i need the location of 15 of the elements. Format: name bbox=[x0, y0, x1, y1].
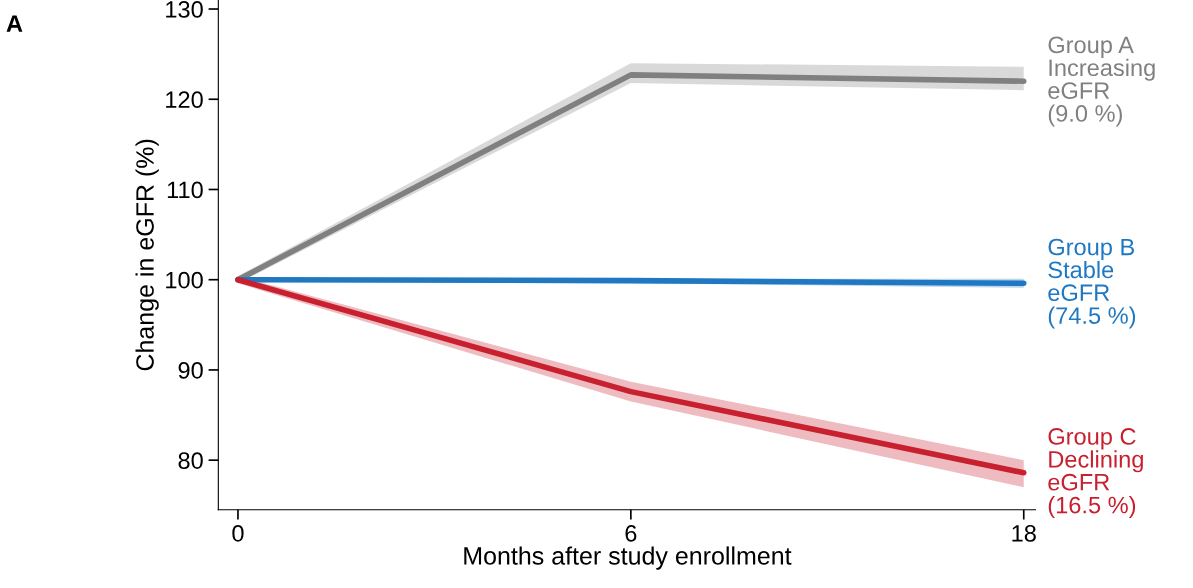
x-tick-label: 6 bbox=[625, 525, 637, 542]
y-tick-label: 90 bbox=[178, 362, 203, 379]
series-label: Group A Increasing eGFR (9.0 %) bbox=[1048, 36, 1155, 127]
y-tick-label: 100 bbox=[166, 271, 203, 289]
y-tick-label: 120 bbox=[166, 91, 203, 109]
y-axis-title: Change in eGFR (%) bbox=[135, 139, 159, 371]
y-tick-label: 130 bbox=[166, 1, 203, 18]
x-axis-title: Months after study enrollment bbox=[464, 546, 792, 570]
x-tick-label: 0 bbox=[232, 525, 244, 542]
series-label: Group C Declining eGFR (16.5 %) bbox=[1048, 428, 1143, 519]
y-tick-label: 80 bbox=[178, 452, 203, 469]
series-label: Group B Stable eGFR (74.5 %) bbox=[1048, 238, 1136, 329]
text: A bbox=[6, 15, 23, 32]
x-tick-label: 18 bbox=[1012, 525, 1036, 542]
y-tick-label: 110 bbox=[167, 181, 203, 199]
